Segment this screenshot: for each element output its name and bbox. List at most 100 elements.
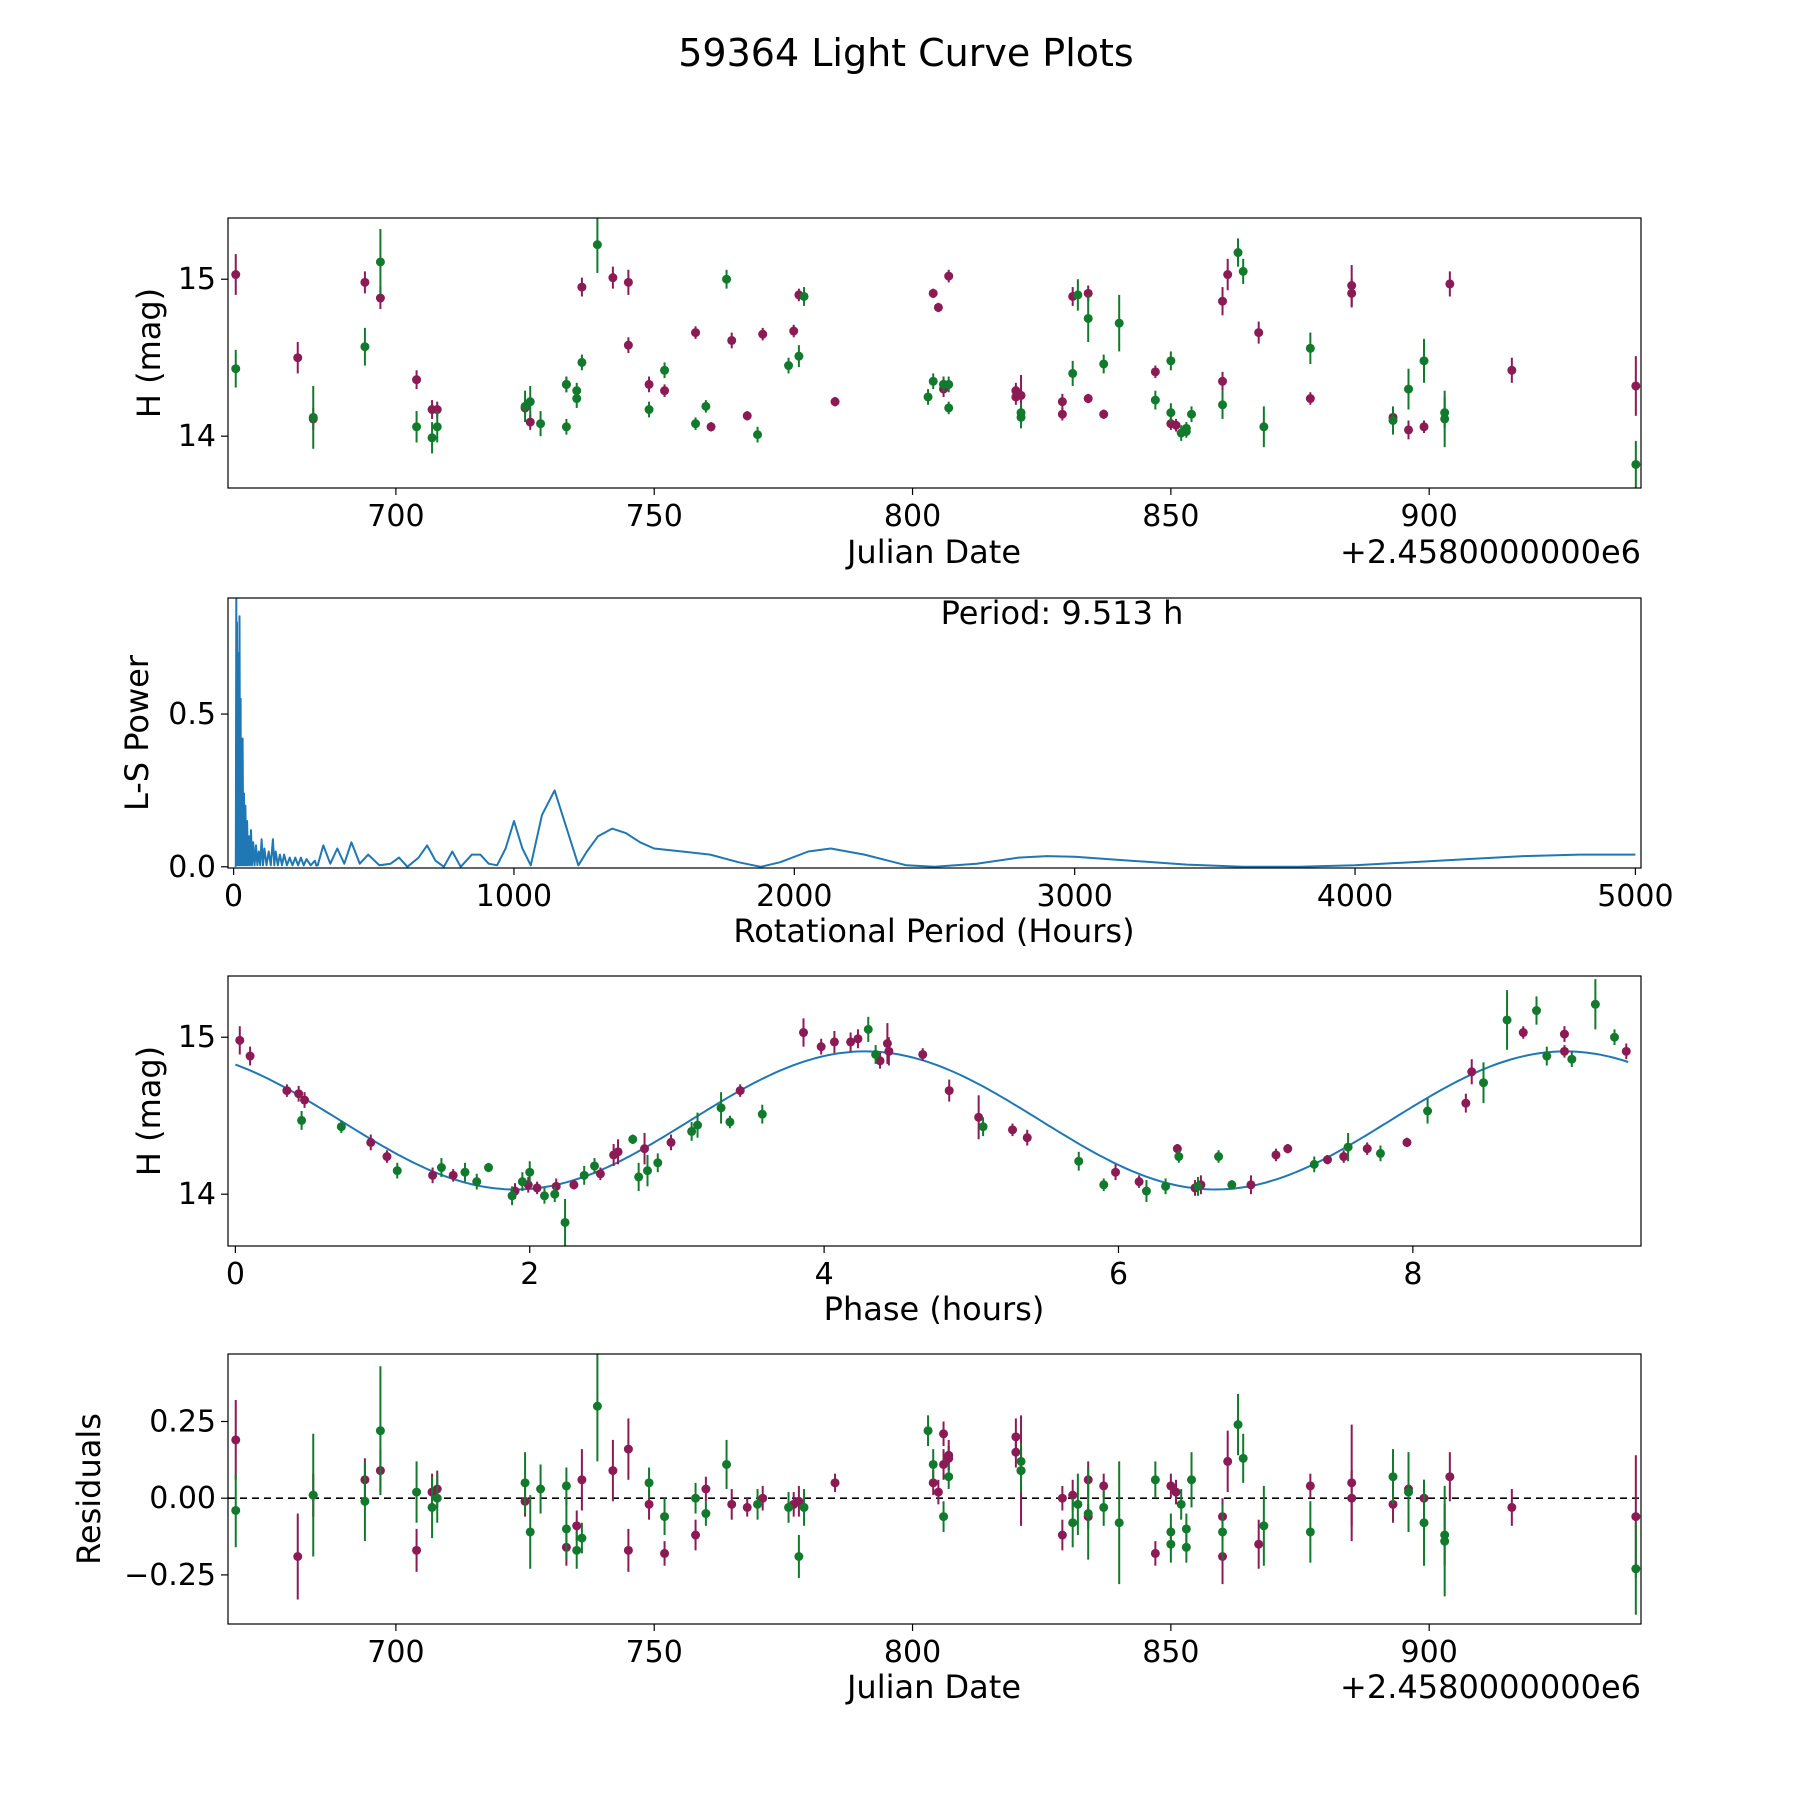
data-point — [1057, 409, 1067, 419]
data-point — [1227, 1180, 1237, 1190]
data-point — [944, 403, 954, 413]
data-point — [484, 1163, 494, 1173]
x-tick-label: 850 — [1142, 499, 1199, 534]
data-point — [716, 1103, 726, 1113]
data-point — [1559, 1046, 1569, 1056]
data-point — [928, 376, 938, 386]
data-point — [944, 1472, 954, 1482]
data-point — [799, 1502, 809, 1512]
periodogram-y-axis-label: L-S Power — [118, 654, 156, 811]
data-point — [846, 1037, 856, 1047]
data-point — [1161, 1181, 1171, 1191]
data-point — [1223, 270, 1233, 280]
data-point — [1166, 408, 1176, 418]
data-point — [1181, 1542, 1191, 1552]
data-point — [1022, 1133, 1032, 1143]
data-point — [1099, 409, 1109, 419]
data-point — [753, 430, 763, 440]
data-point — [592, 240, 602, 250]
data-point — [691, 328, 701, 338]
data-point — [1218, 1527, 1228, 1537]
data-point — [1083, 1509, 1093, 1519]
data-point — [308, 1490, 318, 1500]
data-point — [1339, 1152, 1349, 1162]
data-point — [939, 1459, 949, 1469]
data-point — [1507, 1502, 1517, 1512]
data-point — [1590, 999, 1600, 1009]
data-point — [687, 1126, 697, 1136]
data-point — [1419, 356, 1429, 366]
data-point — [875, 1056, 885, 1066]
phase-ticks: 0 2 4 6 8 14 15 — [178, 1020, 1423, 1292]
data-point — [784, 1502, 794, 1512]
data-point — [1181, 1524, 1191, 1534]
data-point — [640, 1144, 650, 1154]
data-point — [758, 1493, 768, 1503]
data-point — [794, 1552, 804, 1561]
data-point — [436, 1163, 446, 1173]
data-point — [1111, 1167, 1121, 1177]
data-point — [789, 326, 799, 336]
data-point — [1559, 1029, 1569, 1039]
x-tick-label: 2 — [520, 1257, 539, 1292]
data-point — [1073, 1499, 1083, 1509]
x-tick-label: 850 — [1142, 1635, 1199, 1670]
data-point — [735, 1086, 745, 1096]
data-point — [561, 1481, 571, 1491]
data-point — [1347, 288, 1357, 298]
lightcurve-y-axis-label: H (mag) — [130, 288, 168, 418]
periodogram-x-axis-label: Rotational Period (Hours) — [733, 912, 1134, 950]
data-point — [1567, 1054, 1577, 1064]
data-point — [1099, 1502, 1109, 1512]
lightcurve-marks — [231, 218, 1641, 488]
data-point — [1467, 1067, 1477, 1077]
data-point — [784, 361, 794, 371]
data-point — [660, 1512, 670, 1522]
data-point — [427, 1502, 437, 1512]
data-point — [294, 1089, 304, 1099]
data-point — [623, 1545, 633, 1555]
data-point — [725, 1117, 735, 1127]
data-point — [642, 1166, 652, 1176]
data-point — [623, 340, 633, 350]
data-point — [572, 386, 582, 396]
x-tick-label: 900 — [1401, 1635, 1458, 1670]
data-point — [517, 1177, 527, 1187]
data-point — [794, 351, 804, 361]
data-point — [816, 1042, 826, 1052]
data-point — [235, 1035, 245, 1045]
data-point — [944, 379, 954, 389]
data-point — [706, 422, 716, 432]
data-point — [525, 1527, 535, 1537]
data-point — [1114, 1518, 1124, 1528]
x-tick-label: 4000 — [1317, 879, 1393, 914]
data-point — [1166, 1527, 1176, 1537]
data-point — [1187, 1475, 1197, 1485]
data-point — [1305, 1527, 1315, 1537]
data-point — [1150, 1548, 1160, 1558]
data-point — [691, 1530, 701, 1540]
data-point — [1223, 1456, 1233, 1466]
data-point — [1305, 394, 1315, 404]
phase-axes-frame — [227, 975, 1642, 1247]
data-point — [693, 1120, 703, 1130]
data-point — [830, 1478, 840, 1488]
data-point — [1238, 1453, 1248, 1463]
data-point — [1166, 356, 1176, 366]
data-point — [939, 1429, 949, 1439]
data-point — [1419, 422, 1429, 432]
data-point — [701, 1509, 711, 1519]
data-point — [644, 405, 654, 415]
data-point — [944, 271, 954, 281]
data-point — [1193, 1181, 1203, 1191]
data-point — [1343, 1142, 1353, 1152]
data-point — [1254, 1539, 1264, 1549]
data-point — [644, 379, 654, 389]
data-point — [1218, 376, 1228, 386]
y-tick-label: 14 — [178, 1177, 216, 1212]
data-point — [1057, 1493, 1067, 1503]
data-point — [360, 277, 370, 287]
data-point — [1631, 459, 1641, 469]
data-point — [1404, 384, 1414, 394]
data-point — [1214, 1152, 1224, 1162]
